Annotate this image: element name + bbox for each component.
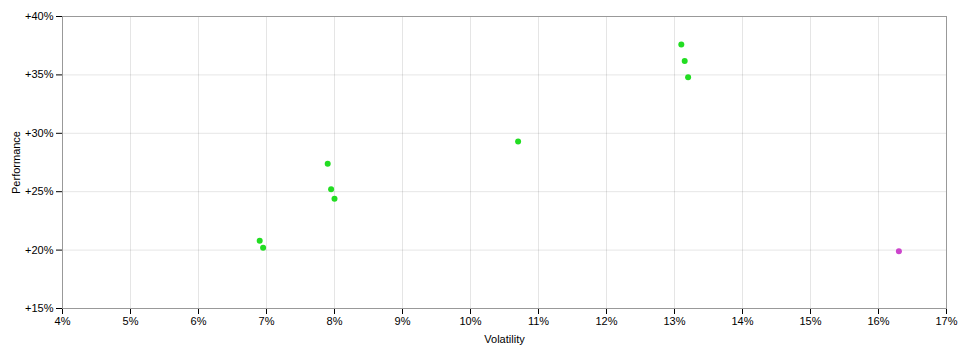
svg-text:7%: 7%	[259, 315, 275, 327]
svg-text:8%: 8%	[327, 315, 343, 327]
svg-text:Volatility: Volatility	[484, 333, 525, 345]
svg-text:+20%: +20%	[25, 244, 54, 256]
svg-text:9%: 9%	[395, 315, 411, 327]
svg-text:10%: 10%	[459, 315, 481, 327]
svg-text:16%: 16%	[867, 315, 889, 327]
svg-text:+35%: +35%	[25, 68, 54, 80]
svg-text:+30%: +30%	[25, 127, 54, 139]
svg-text:Performance: Performance	[10, 131, 22, 194]
svg-text:17%: 17%	[935, 315, 957, 327]
svg-text:5%: 5%	[123, 315, 139, 327]
svg-text:+25%: +25%	[25, 185, 54, 197]
svg-text:15%: 15%	[799, 315, 821, 327]
svg-text:+15%: +15%	[25, 302, 54, 314]
svg-text:11%: 11%	[528, 315, 549, 327]
svg-text:14%: 14%	[731, 315, 753, 327]
svg-text:12%: 12%	[595, 315, 617, 327]
svg-text:13%: 13%	[663, 315, 685, 327]
svg-text:6%: 6%	[191, 315, 207, 327]
svg-text:+40%: +40%	[25, 10, 54, 22]
svg-text:4%: 4%	[55, 315, 71, 327]
